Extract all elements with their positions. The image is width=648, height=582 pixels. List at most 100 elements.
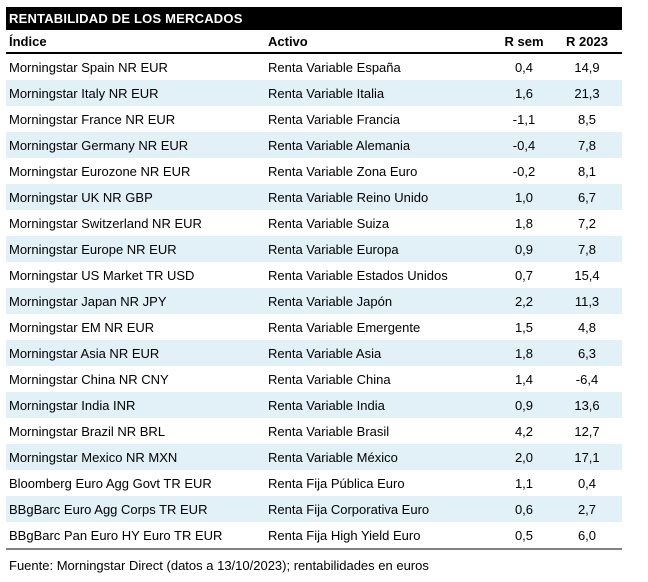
cell-r-sem: 1,8 [514, 345, 534, 361]
cell-r-2023: 7,2 [577, 215, 597, 231]
cell-r-sem: 2,2 [514, 293, 534, 309]
cell-r-sem: 1,5 [514, 319, 534, 335]
table-row: Morningstar Brazil NR BRL Renta Variable … [6, 418, 622, 444]
table-row: Morningstar Italy NR EUR Renta Variable I… [6, 80, 622, 106]
cell-r-2023: 11,3 [574, 293, 600, 309]
table-row: Morningstar Japan NR JPY Renta Variable J… [6, 288, 622, 314]
table-header-row: Índice Activo R sem R 2023 [6, 30, 622, 54]
column-header-r-2023: R 2023 [566, 33, 608, 49]
cell-r-sem: 0,9 [514, 241, 534, 257]
table-row: Morningstar EM NR EUR Renta Variable Emer… [6, 314, 622, 340]
column-header-indice: Índice [9, 33, 47, 49]
table-row: Morningstar Germany NR EUR Renta Variable… [6, 132, 622, 158]
cell-indice: Morningstar Brazil NR BRL [9, 423, 166, 439]
cell-indice: Morningstar Switzerland NR EUR [9, 215, 202, 231]
cell-activo: Renta Variable Italia [268, 85, 385, 101]
table-title: RENTABILIDAD DE LOS MERCADOS [6, 7, 622, 30]
table-row: Morningstar Europe NR EUR Renta Variable … [6, 236, 622, 262]
cell-activo: Renta Variable Emergente [268, 319, 421, 335]
cell-r-sem: -0,2 [512, 163, 536, 179]
cell-r-sem: 1,0 [514, 189, 534, 205]
cell-r-2023: 7,8 [577, 137, 597, 153]
cell-activo: Renta Variable Suiza [268, 215, 390, 231]
cell-indice: BBgBarc Euro Agg Corps TR EUR [9, 501, 208, 517]
cell-r-2023: -6,4 [575, 371, 599, 387]
cell-r-2023: 17,1 [574, 449, 600, 465]
table-row: Bloomberg Euro Agg Govt TR EUR Renta Fija… [6, 470, 622, 496]
cell-r-2023: 15,4 [574, 267, 600, 283]
cell-indice: Morningstar China NR CNY [9, 371, 169, 387]
table-row: Morningstar Switzerland NR EUR Renta Vari… [6, 210, 622, 236]
cell-activo: Renta Variable Estados Unidos [268, 267, 448, 283]
cell-activo: Renta Variable Alemania [268, 137, 411, 153]
cell-r-2023: 0,4 [577, 475, 597, 491]
table-body: Morningstar Spain NR EUR Renta Variable E… [6, 54, 622, 548]
table-row: Morningstar France NR EUR Renta Variable … [6, 106, 622, 132]
cell-r-sem: 2,0 [514, 449, 534, 465]
cell-activo: Renta Variable Brasil [268, 423, 390, 439]
cell-r-2023: 21,3 [574, 85, 600, 101]
cell-activo: Renta Variable Asia [268, 345, 382, 361]
cell-r-2023: 2,7 [577, 501, 597, 517]
cell-r-sem: 0,9 [514, 397, 534, 413]
cell-indice: Morningstar Europe NR EUR [9, 241, 177, 257]
cell-activo: Renta Variable España [268, 59, 401, 75]
cell-r-2023: 8,1 [577, 163, 597, 179]
cell-activo: Renta Fija Corporativa Euro [268, 501, 430, 517]
cell-indice: Morningstar US Market TR USD [9, 267, 195, 283]
cell-activo: Renta Variable China [268, 371, 391, 387]
cell-r-2023: 4,8 [577, 319, 597, 335]
cell-r-sem: -1,1 [512, 111, 536, 127]
footer-divider [6, 548, 622, 550]
cell-activo: Renta Variable Reino Unido [268, 189, 429, 205]
cell-activo: Renta Variable Francia [268, 111, 400, 127]
cell-r-sem: 0,5 [514, 527, 534, 543]
cell-r-sem: 4,2 [514, 423, 534, 439]
cell-indice: BBgBarc Pan Euro HY Euro TR EUR [9, 527, 223, 543]
cell-activo: Renta Variable México [268, 449, 398, 465]
cell-indice: Morningstar Mexico NR MXN [9, 449, 178, 465]
cell-activo: Renta Variable Japón [268, 293, 393, 309]
cell-indice: Morningstar UK NR GBP [9, 189, 153, 205]
cell-activo: Renta Variable Europa [268, 241, 399, 257]
markets-returns-table: RENTABILIDAD DE LOS MERCADOS Índice Acti… [6, 7, 622, 573]
cell-indice: Morningstar EM NR EUR [9, 319, 155, 335]
cell-r-sem: 1,6 [514, 85, 534, 101]
cell-indice: Morningstar Eurozone NR EUR [9, 163, 191, 179]
cell-indice: Morningstar Germany NR EUR [9, 137, 189, 153]
cell-r-2023: 6,7 [577, 189, 597, 205]
cell-indice: Morningstar Japan NR JPY [9, 293, 167, 309]
source-footnote: Fuente: Morningstar Direct (datos a 13/1… [9, 558, 429, 573]
cell-indice: Morningstar Spain NR EUR [9, 59, 168, 75]
table-row: Morningstar US Market TR USD Renta Variab… [6, 262, 622, 288]
cell-indice: Morningstar France NR EUR [9, 111, 176, 127]
cell-indice: Morningstar Asia NR EUR [9, 345, 160, 361]
column-header-r-sem: R sem [504, 33, 544, 49]
column-header-activo: Activo [268, 33, 308, 49]
cell-indice: Bloomberg Euro Agg Govt TR EUR [9, 475, 212, 491]
cell-r-sem: -0,4 [512, 137, 536, 153]
cell-r-2023: 8,5 [577, 111, 597, 127]
cell-activo: Renta Variable India [268, 397, 385, 413]
table-row: Morningstar Asia NR EUR Renta Variable As… [6, 340, 622, 366]
cell-r-sem: 0,4 [514, 59, 534, 75]
cell-r-sem: 1,1 [514, 475, 534, 491]
cell-r-sem: 1,4 [514, 371, 534, 387]
table-row: BBgBarc Pan Euro HY Euro TR EUR Renta Fij… [6, 522, 622, 548]
cell-r-2023: 12,7 [574, 423, 600, 439]
cell-r-2023: 14,9 [574, 59, 600, 75]
cell-activo: Renta Fija Pública Euro [268, 475, 405, 491]
cell-r-2023: 13,6 [574, 397, 600, 413]
cell-indice: Morningstar India INR [9, 397, 136, 413]
table-row: Morningstar China NR CNY Renta Variable C… [6, 366, 622, 392]
cell-activo: Renta Fija High Yield Euro [268, 527, 421, 543]
table-row: Morningstar Eurozone NR EUR Renta Variabl… [6, 158, 622, 184]
cell-r-sem: 1,8 [514, 215, 534, 231]
table-row: Morningstar India INR Renta Variable Indi… [6, 392, 622, 418]
cell-r-sem: 0,7 [514, 267, 534, 283]
cell-r-sem: 0,6 [514, 501, 534, 517]
table-row: Morningstar UK NR GBP Renta Variable Rein… [6, 184, 622, 210]
table-row: Morningstar Mexico NR MXN Renta Variable … [6, 444, 622, 470]
table-row: Morningstar Spain NR EUR Renta Variable E… [6, 54, 622, 80]
cell-indice: Morningstar Italy NR EUR [9, 85, 159, 101]
